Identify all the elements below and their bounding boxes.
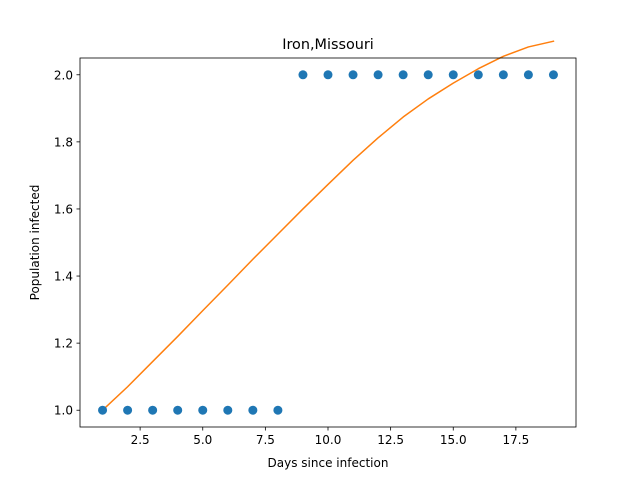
data-point xyxy=(248,405,258,415)
data-point xyxy=(348,70,358,80)
y-tick-label: 1.6 xyxy=(54,202,73,216)
data-point xyxy=(373,70,383,80)
x-tick-label: 17.5 xyxy=(503,433,530,447)
data-point xyxy=(298,70,308,80)
x-axis: 2.5 5.0 7.5 10.0 12.5 15.0 17.5 xyxy=(131,427,530,447)
y-axis: 1.0 1.2 1.4 1.6 1.8 2.0 xyxy=(54,68,80,418)
fit-line xyxy=(101,40,555,412)
x-tick-label: 5.0 xyxy=(193,433,212,447)
x-tick-label: 15.0 xyxy=(440,433,467,447)
y-tick-label: 1.8 xyxy=(54,135,73,149)
data-point xyxy=(148,405,158,415)
data-point xyxy=(273,405,283,415)
plot-area xyxy=(98,40,558,415)
x-tick-label: 12.5 xyxy=(377,433,404,447)
y-tick-label: 1.4 xyxy=(54,270,73,284)
y-tick-label: 2.0 xyxy=(54,68,73,82)
data-point xyxy=(473,70,483,80)
x-axis-label: Days since infection xyxy=(268,456,389,470)
data-point xyxy=(548,70,558,80)
data-point xyxy=(223,405,233,415)
data-point xyxy=(498,70,508,80)
data-point xyxy=(323,70,333,80)
chart-title: Iron,Missouri xyxy=(282,37,374,53)
axes-frame xyxy=(79,57,577,428)
data-point xyxy=(423,70,433,80)
data-point xyxy=(98,405,108,415)
y-tick-label: 1.2 xyxy=(54,337,73,351)
data-point xyxy=(198,405,208,415)
y-tick-label: 1.0 xyxy=(54,404,73,418)
x-tick-label: 7.5 xyxy=(256,433,275,447)
data-point xyxy=(398,70,408,80)
data-point xyxy=(448,70,458,80)
data-point xyxy=(523,70,533,80)
y-axis-label: Population infected xyxy=(28,185,42,301)
data-point xyxy=(173,405,183,415)
x-tick-label: 2.5 xyxy=(131,433,150,447)
data-point xyxy=(123,405,133,415)
x-tick-label: 10.0 xyxy=(315,433,342,447)
